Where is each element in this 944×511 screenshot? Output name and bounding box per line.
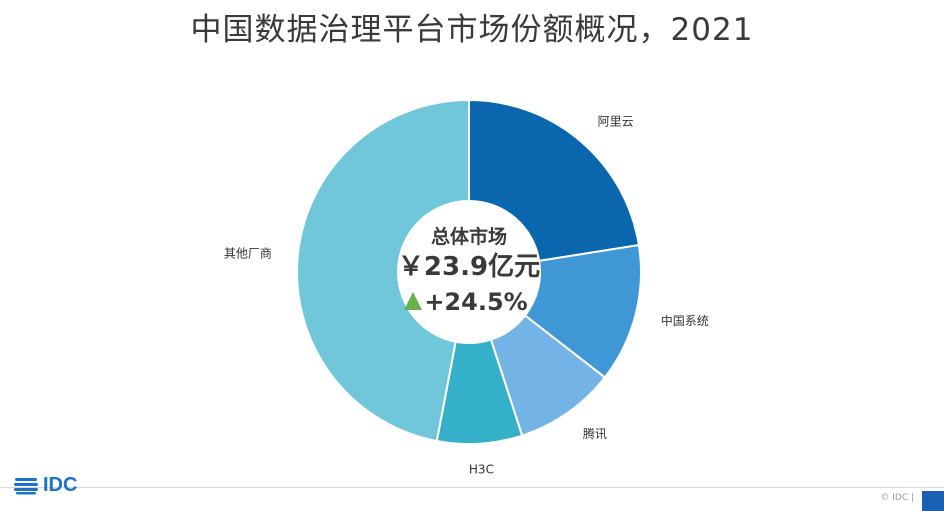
center-growth: +24.5% bbox=[424, 288, 527, 316]
slice-label-3: H3C bbox=[469, 463, 494, 477]
copyright: © IDC | bbox=[880, 493, 914, 503]
up-triangle-icon bbox=[404, 292, 422, 310]
footer-divider bbox=[0, 487, 944, 488]
slice-label-1: 中国系统 bbox=[661, 313, 709, 328]
corner-block bbox=[922, 491, 944, 511]
center-label: 总体市场 bbox=[431, 225, 507, 248]
slice-label-2: 腾讯 bbox=[583, 426, 607, 441]
center-value: ￥23.9亿元 bbox=[398, 252, 540, 282]
chart-title: 中国数据治理平台市场份额概况，2021 bbox=[190, 12, 754, 48]
slice-label-0: 阿里云 bbox=[598, 114, 634, 128]
logo-text: IDC bbox=[43, 474, 78, 496]
idc-logo: IDC bbox=[14, 474, 77, 497]
donut-slices bbox=[296, 98, 642, 445]
slice-label-4: 其他厂商 bbox=[224, 245, 272, 260]
donut-hole bbox=[398, 201, 540, 343]
idc-globe-icon bbox=[14, 477, 38, 494]
